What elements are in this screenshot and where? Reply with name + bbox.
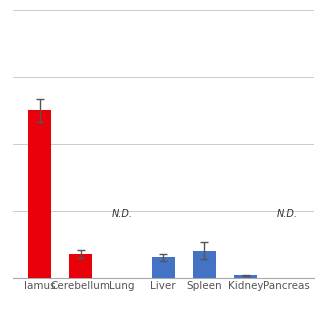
Bar xyxy=(152,257,174,278)
Bar xyxy=(69,254,92,278)
Bar xyxy=(28,110,51,278)
Bar xyxy=(234,276,257,278)
Text: N.D.: N.D. xyxy=(276,209,297,219)
Bar xyxy=(193,251,216,278)
Text: N.D.: N.D. xyxy=(111,209,132,219)
